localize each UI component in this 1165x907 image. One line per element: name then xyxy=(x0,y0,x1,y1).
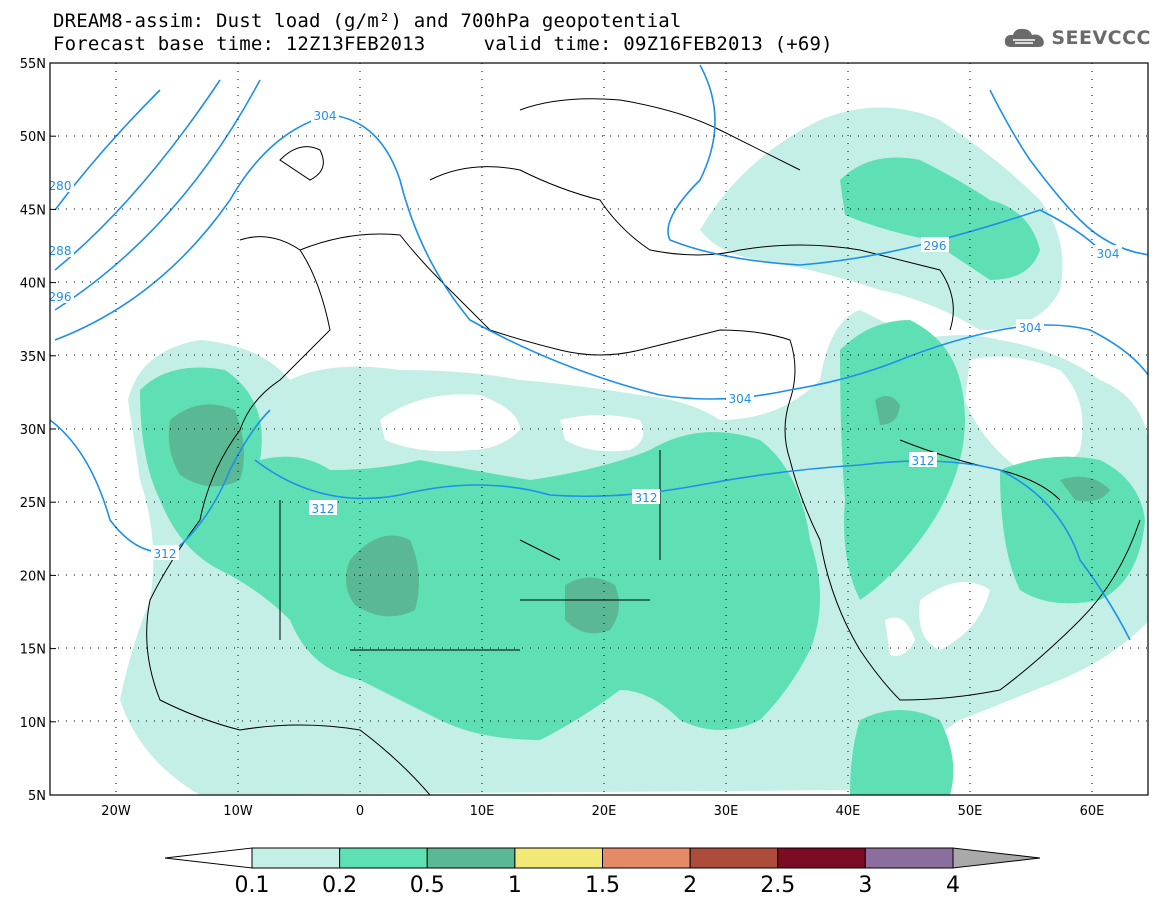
colorbar-segment xyxy=(864,847,954,869)
svg-text:304: 304 xyxy=(1019,321,1042,335)
colorbar-segment xyxy=(602,847,691,869)
lon-label: 10W xyxy=(223,804,253,819)
colorbar: 0.1 0.2 0.5 1 1.5 2 2.5 3 4 xyxy=(164,847,1041,898)
lat-label: 45N xyxy=(20,203,46,218)
geopotential-contours xyxy=(50,64,1148,641)
lon-label: 0 xyxy=(356,804,364,819)
lat-label: 25N xyxy=(20,496,46,511)
lat-label: 10N xyxy=(20,716,46,731)
svg-text:288: 288 xyxy=(49,244,72,258)
latitude-labels: 55N 50N 45N 40N 35N 30N 25N 20N 15N 10N 5N xyxy=(20,57,56,804)
colorbar-label: 0.2 xyxy=(322,873,357,898)
svg-text:280: 280 xyxy=(49,179,72,193)
logo: SEEVCCC xyxy=(1003,25,1151,51)
colorbar-segment xyxy=(251,847,341,869)
svg-text:296: 296 xyxy=(924,239,947,253)
lat-label: 30N xyxy=(20,423,46,438)
svg-text:304: 304 xyxy=(314,109,337,123)
lat-label: 50N xyxy=(20,130,46,145)
svg-text:304: 304 xyxy=(729,392,752,406)
contour-label: 304 xyxy=(311,107,339,123)
logo-text: SEEVCCC xyxy=(1051,27,1151,49)
svg-text:296: 296 xyxy=(49,290,72,304)
contour-label: 296 xyxy=(921,237,949,253)
contour-label: 304 xyxy=(1094,245,1122,261)
svg-text:312: 312 xyxy=(312,502,335,516)
lat-label: 35N xyxy=(20,350,46,365)
contour-label: 280 xyxy=(49,177,74,193)
contour-label: 296 xyxy=(49,288,74,304)
lon-label: 60E xyxy=(1080,804,1105,819)
colorbar-segment xyxy=(514,847,603,869)
svg-text:312: 312 xyxy=(154,547,177,561)
contour-label-layer: 304 304 304 304 296 312 312 312 312 280 288 296 xyxy=(49,107,1122,561)
contour-label: 288 xyxy=(49,242,74,258)
lon-label: 50E xyxy=(958,804,983,819)
lon-label: 20W xyxy=(101,804,131,819)
lat-label: 40N xyxy=(20,277,46,292)
title-line-1: DREAM8-assim: Dust load (g/m²) and 700hP… xyxy=(53,10,682,32)
lat-label: 5N xyxy=(28,789,46,804)
colorbar-left-arrow xyxy=(164,847,253,869)
colorbar-label: 1 xyxy=(508,873,522,898)
svg-text:312: 312 xyxy=(912,454,935,468)
colorbar-segment xyxy=(426,847,516,869)
svg-text:304: 304 xyxy=(1097,247,1120,261)
title-line-2: Forecast base time: 12Z13FEB2013 valid t… xyxy=(53,33,833,55)
contour-label: 312 xyxy=(632,489,660,505)
colorbar-right-arrow xyxy=(952,847,1041,869)
colorbar-label: 4 xyxy=(946,873,960,898)
lon-label: 40E xyxy=(836,804,861,819)
contour-label: 304 xyxy=(1016,319,1044,335)
colorbar-segment xyxy=(689,847,779,869)
lon-label: 10E xyxy=(470,804,495,819)
colorbar-label: 2.5 xyxy=(760,873,795,898)
contour-label: 312 xyxy=(309,500,337,516)
contour-label: 304 xyxy=(726,390,754,406)
lon-label: 20E xyxy=(592,804,617,819)
contour-label: 312 xyxy=(909,452,937,468)
colorbar-segment xyxy=(777,847,866,869)
colorbar-label: 0.5 xyxy=(410,873,445,898)
svg-text:312: 312 xyxy=(635,491,658,505)
lat-label: 15N xyxy=(20,643,46,658)
cloud-icon xyxy=(1005,28,1045,47)
colorbar-label: 2 xyxy=(683,873,697,898)
colorbar-label: 1.5 xyxy=(585,873,620,898)
lat-label: 20N xyxy=(20,569,46,584)
colorbar-label: 3 xyxy=(858,873,872,898)
longitude-labels: 20W 10W 0 10E 20E 30E 40E 50E 60E xyxy=(101,804,1104,819)
colorbar-segment xyxy=(339,847,428,869)
lon-label: 30E xyxy=(714,804,739,819)
contour-label: 312 xyxy=(151,545,179,561)
dust-field-medium xyxy=(140,157,1145,795)
dust-field-dense xyxy=(168,396,1110,634)
lat-label: 55N xyxy=(20,57,46,72)
colorbar-label: 0.1 xyxy=(235,873,270,898)
